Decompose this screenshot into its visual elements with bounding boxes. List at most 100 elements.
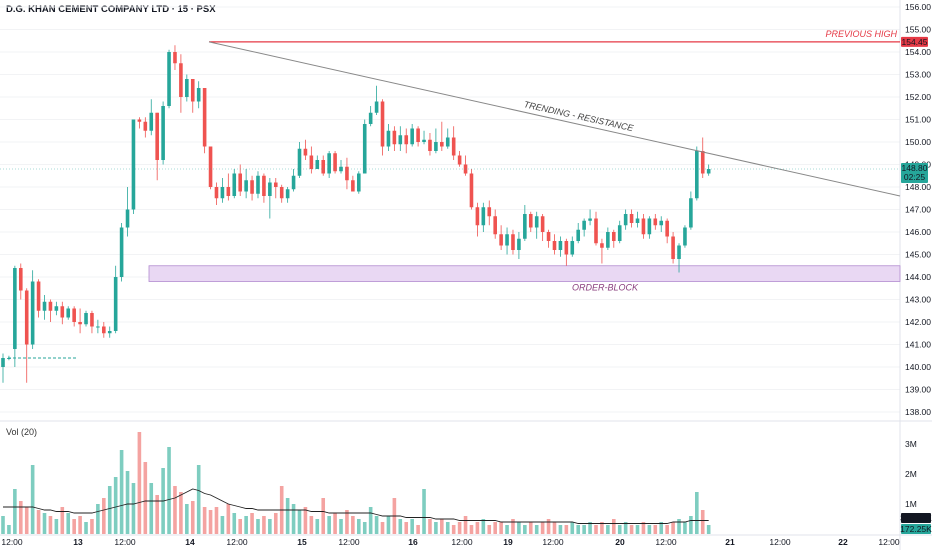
volume-bar (262, 516, 266, 534)
candle-body (339, 166, 343, 172)
volume-bar (72, 519, 76, 534)
candle-body (475, 207, 480, 226)
candle-body (167, 52, 171, 106)
volume-bar (540, 522, 545, 534)
candle-body (380, 101, 385, 147)
volume-bar (570, 522, 575, 534)
candle-body (72, 308, 76, 322)
candle-body (279, 187, 284, 199)
candle-body (268, 182, 272, 196)
candle-body (66, 308, 71, 318)
volume-bar (196, 465, 201, 534)
volume-bar (534, 525, 539, 534)
time-tick-label: 22 (838, 537, 848, 547)
volume-tick-label: 3M (905, 439, 917, 449)
price-tick-label: 141.00 (905, 340, 931, 350)
volume-bar (689, 516, 693, 534)
volume-bar (445, 522, 450, 534)
volume-bar (457, 522, 462, 534)
volume-bar (214, 507, 219, 534)
volume-bar (327, 516, 331, 534)
volume-bar (268, 519, 272, 534)
volume-bar (523, 525, 527, 534)
volume-bar (564, 525, 569, 534)
candle-body (552, 241, 557, 250)
time-tick-label: 12:00 (769, 537, 791, 547)
candle-body (659, 220, 664, 226)
volume-bar (96, 504, 100, 534)
volume-bar (173, 486, 177, 534)
volume-bar (398, 519, 403, 534)
time-tick-label: 12:00 (226, 537, 248, 547)
candle-body (315, 160, 320, 169)
volume-bar (232, 513, 237, 534)
candle-body (60, 306, 65, 318)
volume-indicator-label[interactable]: Vol (20) (6, 427, 38, 437)
volume-bar (7, 525, 11, 534)
volume-bar (659, 522, 664, 534)
candle-body (208, 146, 213, 187)
volume-bar (653, 525, 658, 534)
volume-bar (244, 516, 248, 534)
candle-body (256, 175, 260, 194)
price-tick-label: 142.00 (905, 317, 931, 327)
candle-body (422, 139, 426, 142)
volume-bar (434, 522, 438, 534)
time-tick-label: 12:00 (338, 537, 360, 547)
candle-body (13, 268, 17, 349)
candle-body (611, 232, 616, 241)
last-price-text: 148.80 (902, 163, 928, 173)
candle-body (220, 187, 225, 199)
candle-body (440, 142, 444, 147)
candle-body (528, 214, 533, 228)
volume-bar (463, 516, 468, 534)
price-tick-label: 146.00 (905, 227, 931, 237)
volume-bar (440, 519, 444, 534)
volume-bar (422, 489, 426, 534)
candle-body (18, 268, 23, 291)
candle-body (635, 218, 640, 223)
time-tick-label: 15 (297, 537, 307, 547)
price-tick-label: 148.00 (905, 182, 931, 192)
time-tick-label: 13 (73, 537, 83, 547)
volume-bar (297, 510, 302, 534)
candle-body (297, 148, 302, 176)
volume-bar (357, 519, 361, 534)
candle-body (113, 277, 118, 331)
volume-bar (386, 516, 391, 534)
candle-body (345, 166, 349, 181)
volume-bar (695, 492, 699, 534)
candle-body (7, 358, 11, 359)
candle-body (179, 63, 183, 97)
volume-bar (374, 516, 379, 534)
candle-body (404, 135, 409, 145)
time-tick-label: 14 (185, 537, 195, 547)
volume-bar (469, 525, 474, 534)
volume-bar (600, 522, 604, 534)
candle-body (481, 207, 486, 226)
candle-body (540, 216, 545, 232)
candle-body (125, 209, 130, 228)
volume-bar (546, 519, 551, 534)
volume-bar (528, 522, 533, 534)
volume-bar (362, 522, 367, 534)
candle-body (523, 214, 527, 239)
volume-bar (416, 525, 420, 534)
volume-bar (66, 513, 71, 534)
candle-body (629, 214, 634, 223)
volume-bar (558, 525, 563, 534)
volume-bar (617, 525, 622, 534)
volume-bars (1, 432, 711, 534)
volume-bar (24, 507, 29, 534)
candle-body (546, 232, 551, 241)
candle-body (386, 130, 391, 147)
candle-body (30, 281, 35, 345)
candle-body (250, 180, 254, 194)
volume-bar (54, 519, 59, 534)
volume-bar (256, 519, 260, 534)
candle-body (96, 326, 100, 328)
volume-bar (119, 450, 124, 534)
candle-body (392, 130, 397, 145)
volume-bar (42, 513, 47, 534)
